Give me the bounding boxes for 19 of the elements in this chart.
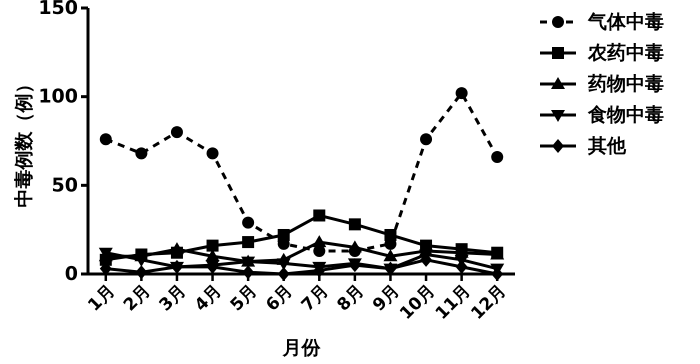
x-tick-label: 1月 xyxy=(84,280,119,316)
y-tick-label: 50 xyxy=(52,174,78,196)
y-tick-label: 0 xyxy=(64,263,78,285)
legend-label: 气体中毒 xyxy=(587,11,664,33)
x-tick-label: 2月 xyxy=(120,280,154,316)
x-tick-label: 6月 xyxy=(262,280,297,316)
legend-label: 食物中毒 xyxy=(587,104,664,126)
legend-label: 农药中毒 xyxy=(587,42,664,64)
x-tick-label: 4月 xyxy=(191,280,226,316)
x-axis-title: 月份 xyxy=(282,337,322,359)
x-tick-label: 5月 xyxy=(226,280,262,316)
x-tick-label: 3月 xyxy=(155,280,190,316)
legend-label: 药物中毒 xyxy=(587,73,664,95)
y-tick-label: 100 xyxy=(38,86,78,108)
x-tick-label: 7月 xyxy=(298,280,332,316)
legend-label: 其他 xyxy=(587,135,627,157)
y-tick-label: 150 xyxy=(38,0,78,19)
x-tick-label: 8月 xyxy=(333,280,368,316)
y-axis-title: 中毒例数（例） xyxy=(13,74,35,208)
